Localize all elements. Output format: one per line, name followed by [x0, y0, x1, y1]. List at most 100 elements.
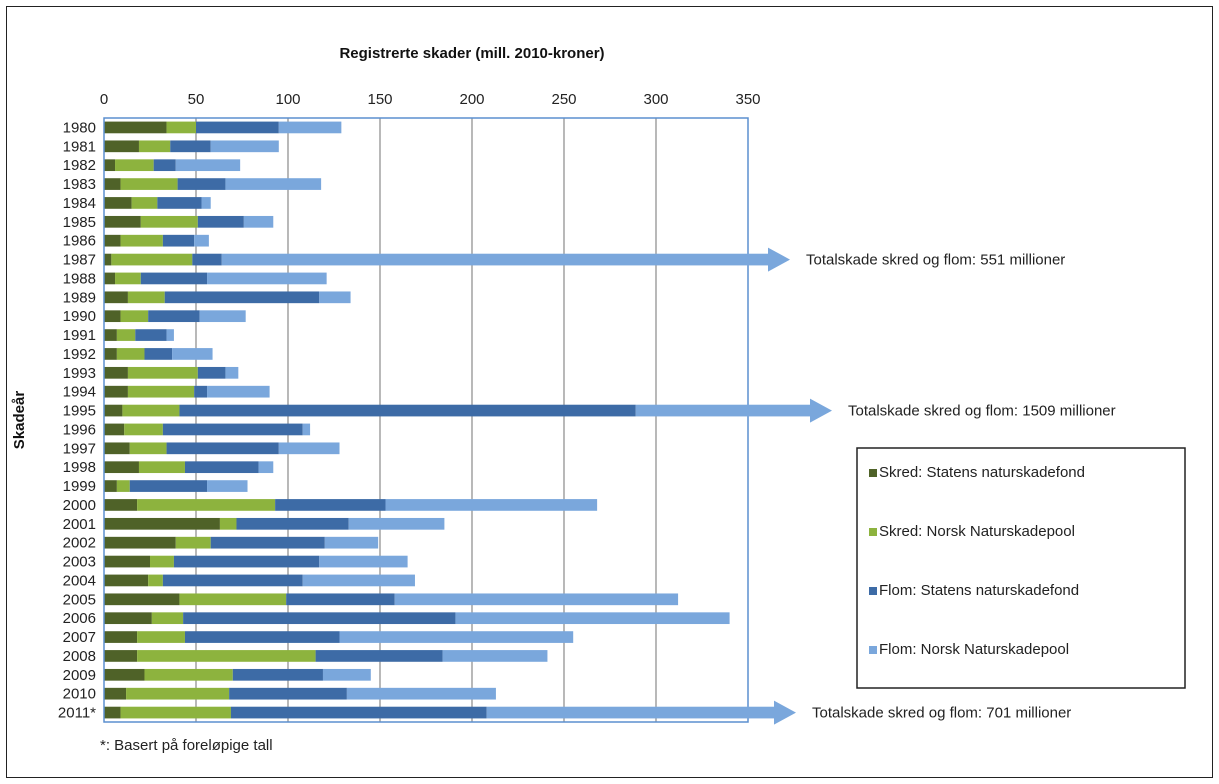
bar-segment — [170, 140, 211, 153]
y-tick-label: 1999 — [63, 478, 96, 495]
y-tick-label: 1984 — [63, 195, 96, 212]
annotation-arrow — [635, 404, 810, 417]
bar-segment — [225, 366, 239, 379]
bar-segment — [315, 650, 443, 662]
y-tick-label: 1998 — [63, 459, 96, 476]
bar-segment — [127, 291, 165, 304]
bar-segment — [115, 159, 154, 172]
bar-segment — [104, 517, 220, 530]
bar-segment — [194, 385, 208, 398]
bar-segment — [324, 536, 379, 549]
bar-segment — [122, 404, 180, 417]
bar-segment — [104, 668, 145, 681]
bar-segment — [120, 706, 231, 719]
y-tick-label: 1985 — [63, 214, 96, 231]
bar-segment — [104, 687, 127, 700]
bar-segment — [166, 329, 174, 341]
annotation-arrow — [486, 706, 774, 719]
y-tick-label: 1981 — [63, 138, 96, 155]
legend-swatch — [869, 587, 877, 595]
y-tick-label: 1991 — [63, 327, 96, 344]
bar-segment — [194, 234, 209, 247]
y-tick-label: 1983 — [63, 176, 96, 193]
bar-segment — [184, 461, 259, 474]
bar-segment — [104, 140, 139, 153]
bar-segment — [104, 461, 139, 474]
bar-segment — [104, 310, 121, 323]
bar-segment — [173, 555, 320, 568]
annotation-arrow — [221, 253, 768, 266]
annotations: Totalskade skred og flom: 551 millioner T… — [221, 247, 1116, 725]
bar-segment — [104, 121, 167, 134]
plot-area-border — [103, 117, 749, 723]
bar-segment — [210, 536, 325, 549]
bar-segment — [322, 668, 371, 681]
bar-segment — [104, 404, 123, 417]
bar-segment — [207, 272, 327, 285]
bar-segment — [104, 555, 150, 568]
bar-segment — [275, 499, 386, 511]
bar-segment — [137, 499, 276, 511]
x-tick-label: 0 — [100, 91, 108, 108]
y-tick-label: 1993 — [63, 365, 96, 382]
bar-segment — [127, 385, 195, 398]
x-tick-label: 50 — [188, 91, 205, 108]
bar-segment — [104, 442, 130, 455]
bar-segment — [120, 310, 149, 323]
y-tick-label: 1996 — [63, 421, 96, 438]
y-tick-label: 2008 — [63, 648, 96, 665]
y-tick-label: 2002 — [63, 535, 96, 552]
bar-segment — [199, 310, 246, 323]
bar-segment — [385, 499, 598, 511]
bar-segment — [230, 706, 487, 719]
x-tick-label: 150 — [367, 91, 392, 108]
y-axis-label: Skadeår — [11, 391, 28, 450]
legend: Skred: Statens naturskadefond Skred: Nors… — [856, 447, 1186, 689]
bar-segment — [175, 536, 211, 549]
footnote: *: Basert på foreløpige tall — [100, 737, 273, 754]
bar-segment — [153, 159, 176, 172]
bar-segment — [229, 687, 347, 700]
bar-segment — [124, 423, 163, 436]
bar-segment — [319, 291, 351, 304]
bar-segment — [104, 159, 116, 172]
bar-segment — [302, 423, 311, 436]
bar-segment — [104, 650, 138, 662]
bar-segment — [197, 366, 226, 379]
x-tick-label: 350 — [735, 91, 760, 108]
bar-segment — [162, 423, 303, 436]
bar-segment — [104, 706, 121, 719]
x-tick-label: 250 — [551, 91, 576, 108]
y-tick-label: 2005 — [63, 591, 96, 608]
annotation-text: Totalskade skred og flom: 551 millioner — [806, 252, 1065, 269]
bar-segment — [150, 555, 174, 568]
legend-label: Skred: Norsk Naturskadepool — [879, 523, 1075, 540]
annotation-arrowhead — [774, 700, 796, 725]
bar-segment — [319, 555, 408, 568]
annotation-arrowhead — [768, 247, 790, 272]
bar-segment — [177, 178, 226, 190]
y-tick-label: 2003 — [63, 554, 96, 571]
y-tick-label: 2009 — [63, 667, 96, 684]
y-tick-label: 2004 — [63, 572, 96, 589]
bar-segment — [104, 574, 149, 587]
y-tick-label: 1992 — [63, 346, 96, 363]
bar-segment — [126, 687, 230, 700]
x-tick-label: 100 — [275, 91, 300, 108]
bar-segment — [104, 234, 121, 247]
bar-segment — [278, 121, 342, 134]
figure-frame — [6, 6, 1213, 778]
y-tick-label: 1982 — [63, 157, 96, 174]
annotation-text: Totalskade skred og flom: 1509 millioner — [848, 403, 1116, 420]
bar-segment — [127, 366, 198, 379]
bar-segment — [104, 215, 141, 228]
bar-segment — [175, 159, 241, 172]
bar-segment — [197, 215, 244, 228]
y-tick-label: 1987 — [63, 252, 96, 269]
bar-segment — [348, 517, 445, 530]
bar-segment — [172, 348, 213, 360]
y-tick-label: 1997 — [63, 440, 96, 457]
bar-segment — [207, 480, 248, 492]
bar-segment — [120, 178, 178, 190]
